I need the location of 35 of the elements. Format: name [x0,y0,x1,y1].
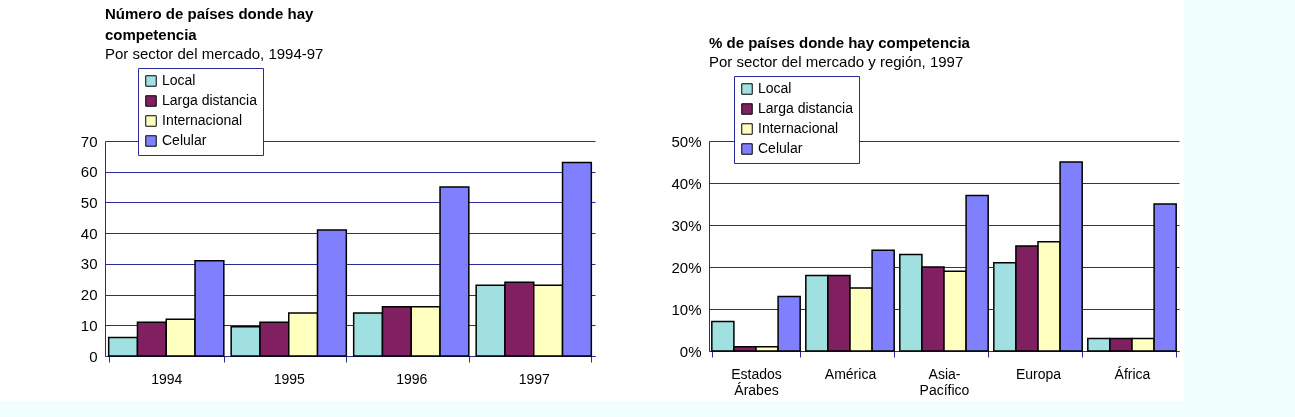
x-tick-label: 1996 [396,370,428,387]
chart-subtitle: Por sector del mercado, 1994-97 [105,44,324,62]
y-tick-label: 30 [80,255,98,273]
legend-label: Local [758,80,792,96]
chart-title: Número de países donde hay competencia [105,4,315,43]
legend-label: Celular [758,140,803,156]
legend-label: Local [162,72,196,88]
y-tick-label: 20 [80,286,98,304]
y-tick-label: 60 [80,163,98,181]
y-tick-label: 20% [671,258,702,276]
y-tick-label: 70 [80,132,98,150]
x-tick-label: 1994 [151,370,183,387]
y-tick-label: 10 [80,316,98,334]
x-tick-label: Europa [1015,365,1062,382]
x-tick-label: África [1114,365,1151,382]
chart-title: % de países donde hay competencia [709,33,971,51]
x-tick-label: América [824,365,877,382]
y-tick-label: 10% [671,300,702,318]
x-tick-label: 1995 [273,370,306,387]
y-tick-label: 50 [80,193,98,211]
legend-label: Larga distancia [162,92,258,108]
y-tick-label: 40% [671,174,702,192]
legend-label: Internacional [162,112,243,128]
x-tick-label: Asia-Pacífico [919,365,970,398]
legend-label: Larga distancia [758,100,854,116]
y-tick-label: 50% [671,132,702,150]
y-tick-label: 30% [671,216,702,234]
x-tick-label: Estados Árabes [731,365,782,398]
chart-subtitle: Por sector del mercado y región, 1997 [709,52,964,70]
y-tick-label: 0% [679,342,702,360]
y-tick-label: 0 [89,347,98,365]
legend-label: Celular [162,132,207,148]
x-tick-label: 1997 [518,370,551,387]
legend-label: Internacional [758,120,839,136]
y-tick-label: 40 [80,224,98,242]
